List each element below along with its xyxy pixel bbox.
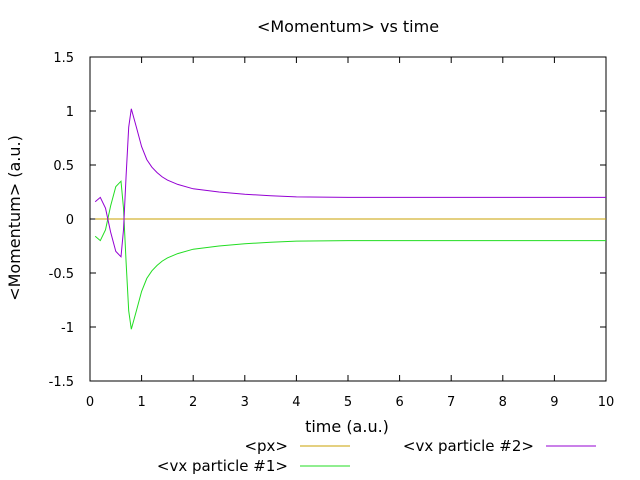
x-tick-label: 10 [598, 395, 615, 410]
y-tick-label: -1.5 [49, 375, 74, 390]
x-axis: 0 1 2 3 4 5 6 7 8 9 10 [86, 57, 614, 410]
y-axis: -1.5 -1 -0.5 0 0.5 1 1.5 [49, 51, 606, 390]
legend-label: <px> [244, 437, 288, 455]
x-tick-label: 0 [86, 395, 94, 410]
x-tick-label: 2 [189, 395, 197, 410]
x-tick-label: 6 [395, 395, 403, 410]
y-axis-label: <Momentum> (a.u.) [5, 135, 24, 301]
x-tick-label: 9 [550, 395, 558, 410]
x-tick-label: 4 [292, 395, 300, 410]
chart-title: <Momentum> vs time [257, 17, 439, 36]
legend: <px> <vx particle #1> <vx particle #2> [157, 437, 596, 475]
series-line-2 [94, 180, 606, 330]
x-tick-label: 1 [137, 395, 145, 410]
x-tick-label: 5 [344, 395, 352, 410]
y-tick-label: 1.5 [53, 51, 74, 66]
series-line-3 [94, 108, 606, 258]
x-axis-label: time (a.u.) [305, 417, 389, 436]
y-tick-label: 0 [66, 213, 74, 228]
x-tick-label: 7 [447, 395, 455, 410]
legend-label: <vx particle #2> [403, 437, 534, 455]
x-tick-label: 3 [241, 395, 249, 410]
x-tick-label: 8 [499, 395, 507, 410]
y-tick-label: -1 [61, 321, 74, 336]
legend-label: <vx particle #1> [157, 457, 288, 475]
y-tick-label: 1 [66, 105, 74, 120]
series-group [94, 108, 606, 330]
y-tick-label: -0.5 [49, 267, 74, 282]
y-tick-label: 0.5 [53, 159, 74, 174]
